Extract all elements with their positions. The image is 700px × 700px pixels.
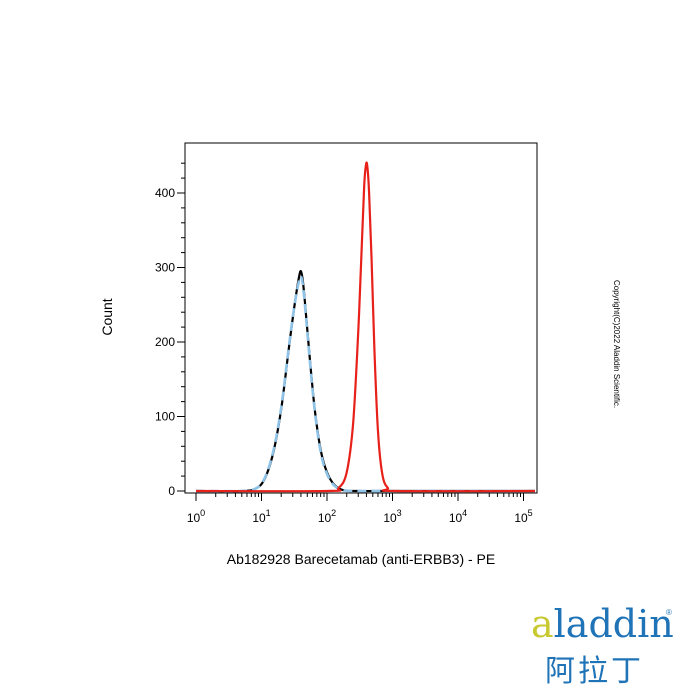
copyright-text: Copyright(C)2022 Aladdin Scientific. bbox=[612, 280, 621, 409]
series-layer bbox=[195, 161, 536, 493]
x-minor-ticks bbox=[195, 493, 524, 501]
x-tick-labels: 100 101 102 103 104 105 bbox=[187, 508, 533, 525]
y-tick-label: 400 bbox=[155, 186, 175, 200]
series-blue-dashed-curve bbox=[195, 274, 535, 493]
brand-logo: aladdin ® 阿拉丁 bbox=[525, 600, 685, 690]
brand-chinese-name: 阿拉丁 bbox=[545, 654, 644, 689]
plot-frame bbox=[184, 142, 538, 494]
y-axis-title: Count bbox=[99, 298, 115, 335]
y-tick-label: 300 bbox=[155, 261, 175, 275]
brand-wordmark-initial: a bbox=[531, 602, 554, 646]
x-tick-label: 103 bbox=[383, 508, 401, 525]
copyright-notice: Copyright(C)2022 Aladdin Scientific. bbox=[612, 280, 624, 440]
brand-wordmark-rest: laddin bbox=[553, 602, 674, 646]
series-red-curve bbox=[195, 161, 536, 493]
y-tick-labels: 0 100 200 300 400 bbox=[155, 186, 175, 498]
x-tick-label: 104 bbox=[449, 508, 467, 525]
registered-mark: ® bbox=[666, 608, 672, 617]
x-tick-label: 101 bbox=[252, 508, 270, 525]
x-tick-label: 100 bbox=[187, 508, 205, 525]
y-tick-label: 100 bbox=[155, 410, 175, 424]
series-black-curve bbox=[195, 270, 535, 493]
x-tick-label: 102 bbox=[318, 508, 336, 525]
x-axis-title: Ab182928 Barecetamab (anti-ERBB3) - PE bbox=[227, 551, 495, 567]
y-tick-label: 0 bbox=[168, 484, 175, 498]
x-tick-label: 105 bbox=[514, 508, 532, 525]
brand-wordmark: aladdin bbox=[531, 602, 674, 646]
y-minor-ticks bbox=[177, 162, 185, 492]
y-tick-label: 200 bbox=[155, 335, 175, 349]
